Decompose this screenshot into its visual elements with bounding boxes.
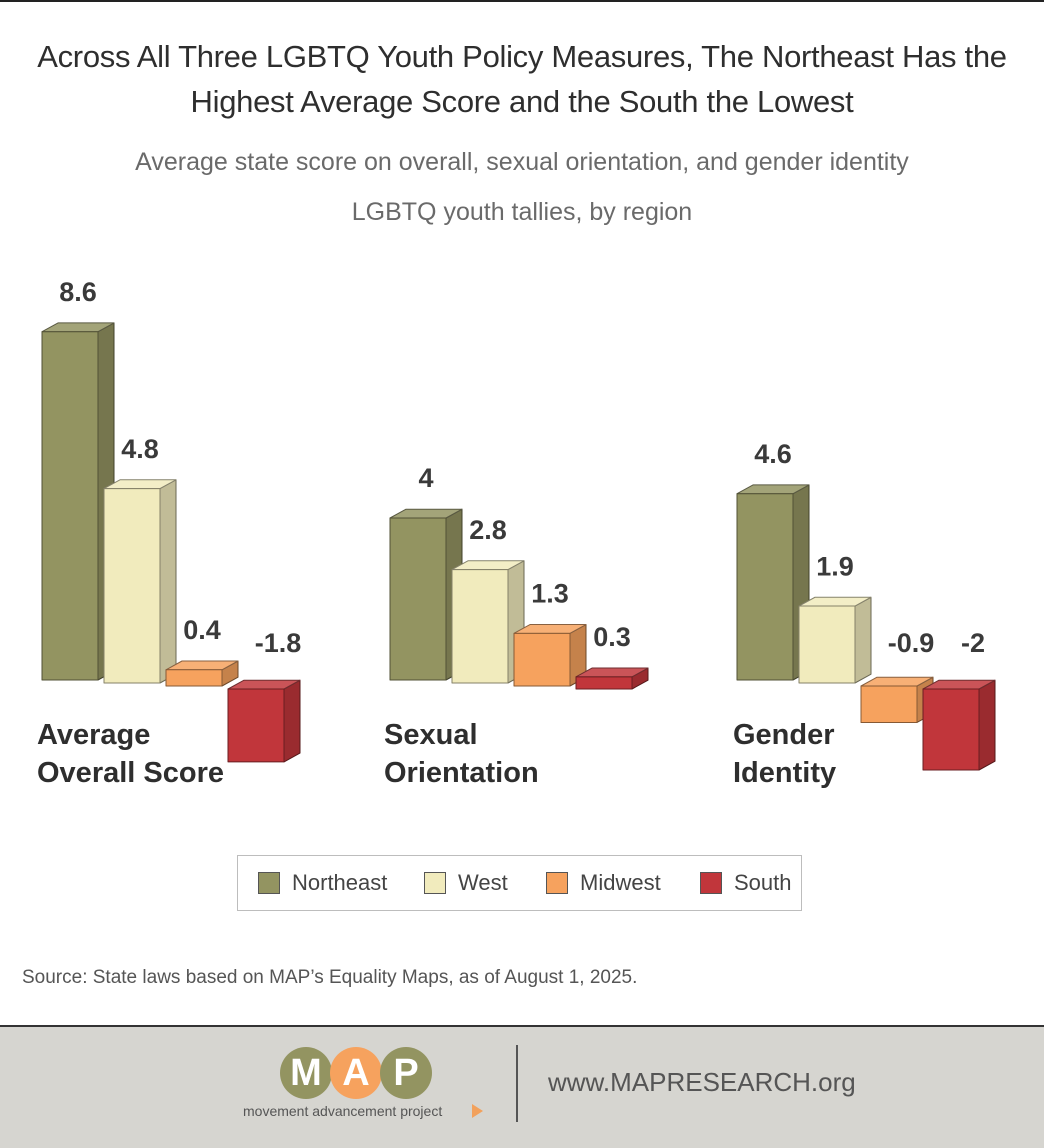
chart-title: Across All Three LGBTQ Youth Policy Meas… [37,39,1007,119]
bar-front-face [922,688,980,771]
category-label-line: Orientation [384,757,539,789]
logo-letter-m: M [280,1047,332,1099]
legend-item-northeast: Northeast [258,856,387,910]
bar-south-1 [575,667,649,690]
bar-side-face [854,596,872,684]
legend-swatch [424,872,446,894]
bar-side-face [283,679,301,763]
legend-swatch [258,872,280,894]
legend-swatch [546,872,568,894]
logo-tagline: movement advancement project [243,1103,443,1119]
bar-front-face [575,676,633,690]
bar-front-face [451,569,509,684]
bar-front-face [513,632,571,687]
legend-label: Midwest [580,870,661,895]
bar-value-label: 1.9 [816,551,854,581]
bar-value-label: 8.6 [59,277,97,307]
category-label-line: Gender [733,719,835,751]
bar-west-1 [451,560,525,684]
bar-value-label: 1.3 [531,579,569,609]
footer: M A P movement advancement project www.M… [0,1025,1044,1148]
category-label-gender-identity: Gender Identity [733,716,953,792]
bar-chart: 8.6 4.8 0.4 -1.8 4 2.8 1.3 0.3 4.6 1.9 -0.9 -2 [41,277,996,771]
legend-label: South [734,870,792,895]
bar-front-face [389,517,447,681]
bar-side-face [978,679,996,771]
bar-front-face [103,488,161,684]
category-label-overall: Average Overall Score [37,716,257,792]
logo-letter-p: P [380,1047,432,1099]
play-arrow-icon [472,1104,483,1118]
bar-front-face [41,331,99,681]
legend-item-south: South [700,856,792,910]
bar-northeast-2 [736,484,810,681]
logo-letter-a: A [330,1047,382,1099]
bar-value-label: -0.9 [888,628,935,658]
bar-value-label: 4.6 [754,439,792,469]
bar-midwest-0 [165,660,239,687]
legend: Northeast West Midwest South [237,855,802,911]
bar-value-label: 4 [418,463,433,493]
bar-value-label: 0.3 [593,622,631,652]
legend-label: West [458,870,508,895]
category-label-line: Overall Score [37,757,224,789]
bar-value-label: -2 [961,628,985,658]
category-label-sexual-orientation: Sexual Orientation [384,716,604,792]
top-rule [0,0,1044,2]
bar-west-2 [798,596,872,684]
bar-south-2 [922,679,996,771]
bar-value-label: 0.4 [183,615,221,645]
footer-divider [516,1045,518,1122]
bar-west-0 [103,479,177,684]
bar-side-face [159,479,177,684]
bar-northeast-1 [389,508,463,681]
bar-front-face [736,493,794,681]
source-note: Source: State laws based on MAP’s Equali… [22,967,638,988]
bar-front-face [165,669,223,687]
bar-front-face [798,605,856,684]
category-label-line: Identity [733,757,837,789]
bar-south-0 [227,679,301,763]
footer-url[interactable]: www.MAPRESEARCH.org [548,1067,856,1097]
bar-front-face [860,685,918,723]
category-label-line: Average [37,719,151,751]
legend-label: Northeast [292,870,388,895]
legend-swatch [700,872,722,894]
bar-midwest-1 [513,624,587,687]
category-label-line: Sexual [384,719,478,751]
bar-value-label: 2.8 [469,515,507,545]
bar-value-label: 4.8 [121,434,159,464]
legend-item-west: West [424,856,508,910]
bar-value-label: -1.8 [255,628,302,658]
chart-subtitle: Average state score on overall, sexual o… [135,148,909,226]
bar-northeast-0 [41,322,115,681]
legend-item-midwest: Midwest [546,856,661,910]
bar-front-face [227,688,285,763]
